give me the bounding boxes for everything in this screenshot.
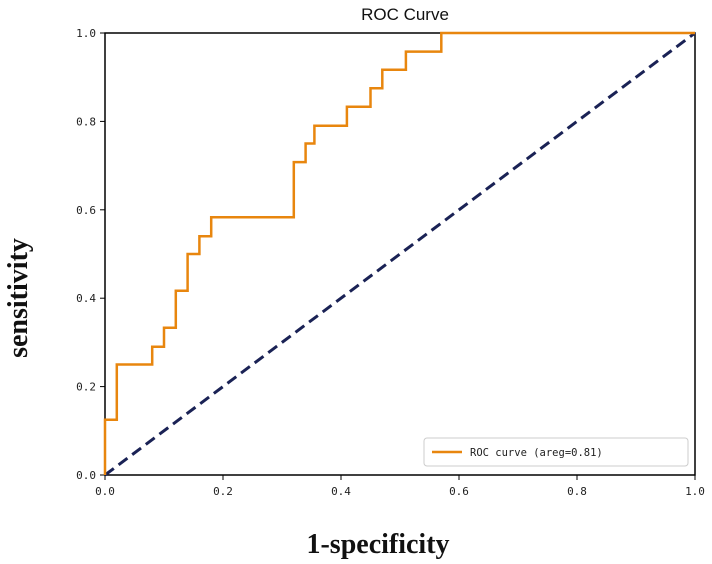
x-tick-label: 0.2 [213, 485, 233, 498]
y-tick-label: 0.2 [76, 381, 96, 394]
chart-title: ROC Curve [361, 5, 449, 24]
chance-diagonal-line [104, 31, 696, 477]
legend-box [423, 437, 689, 467]
legend: ROC curve (areg=0.81) [423, 437, 689, 467]
x-tick-label: 1.0 [685, 485, 705, 498]
x-tick-label: 0.0 [95, 485, 115, 498]
x-axis-ticks: 0.0 0.2 0.4 0.6 0.8 1.0 [95, 475, 705, 498]
y-tick-label: 0.0 [76, 469, 96, 482]
roc-curve-line [103, 31, 695, 475]
y-axis-label: sensitivity [3, 238, 34, 358]
y-axis-ticks: 0.0 0.2 0.4 0.6 0.8 1.0 [76, 27, 105, 482]
x-tick-label: 0.6 [449, 485, 469, 498]
x-tick-label: 0.8 [567, 485, 587, 498]
x-tick-label: 0.4 [331, 485, 351, 498]
legend-label: ROC curve (areg=0.81) [470, 447, 603, 459]
y-tick-label: 0.6 [76, 204, 96, 217]
y-tick-label: 1.0 [76, 27, 96, 40]
x-axis-label: 1-specificity [306, 529, 449, 560]
y-tick-label: 0.8 [76, 115, 96, 128]
y-tick-label: 0.4 [76, 292, 96, 305]
